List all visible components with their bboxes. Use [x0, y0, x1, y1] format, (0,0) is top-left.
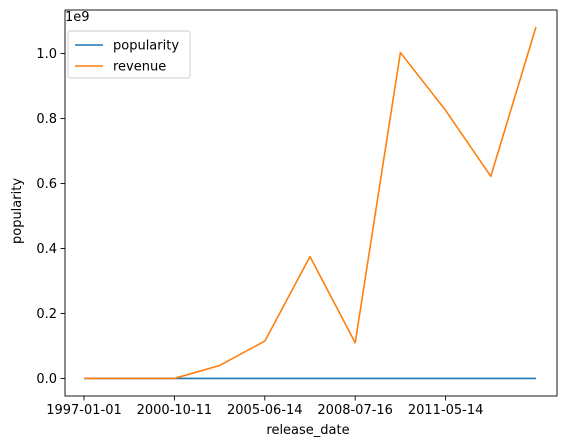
x-tick-label: 1997-01-01 — [46, 403, 122, 418]
legend-label-revenue: revenue — [113, 60, 166, 75]
data-point-popularity — [219, 378, 221, 380]
y-axis-ticks: 0.0 0.2 0.4 0.6 0.8 1.0 — [36, 47, 65, 387]
x-tick-label: 2011-05-14 — [408, 403, 484, 418]
y-offset-text: 1e9 — [65, 10, 90, 25]
y-tick-label: 0.6 — [36, 177, 57, 192]
data-point-popularity — [490, 378, 492, 380]
y-tick-label: 0.0 — [36, 372, 57, 387]
data-point-popularity — [535, 378, 537, 380]
data-point-revenue — [219, 365, 221, 367]
data-point-revenue — [309, 256, 311, 258]
data-point-revenue — [445, 110, 447, 112]
data-point-popularity — [400, 378, 402, 380]
series-lines — [83, 26, 537, 380]
data-point-popularity — [445, 378, 447, 380]
data-point-revenue — [174, 378, 176, 380]
series-line-revenue — [84, 26, 537, 380]
data-point-popularity — [354, 378, 356, 380]
x-tick-label: 2005-06-14 — [227, 403, 303, 418]
data-point-revenue — [128, 378, 130, 380]
data-point-revenue — [354, 342, 356, 344]
x-axis-title: release_date — [266, 423, 349, 438]
data-point-revenue — [490, 176, 492, 178]
data-point-revenue — [264, 340, 266, 342]
y-tick-label: 0.2 — [36, 307, 57, 322]
data-point-popularity — [264, 378, 266, 380]
y-tick-label: 0.4 — [36, 242, 57, 257]
data-point-revenue — [535, 26, 537, 28]
y-tick-label: 0.8 — [36, 112, 57, 127]
x-tick-label: 2000-10-11 — [137, 403, 213, 418]
plot-frame — [64, 9, 558, 397]
x-tick-label: 2008-07-16 — [317, 403, 393, 418]
y-tick-label: 1.0 — [36, 47, 57, 62]
data-point-revenue — [83, 378, 85, 380]
legend-label-popularity: popularity — [113, 39, 179, 54]
y-axis-title: popularity — [10, 178, 25, 244]
data-point-revenue — [400, 52, 402, 54]
data-point-popularity — [309, 378, 311, 380]
x-axis-ticks: 1997-01-01 2000-10-11 2005-06-14 2008-07-16… — [46, 396, 483, 418]
legend: popularity revenue — [67, 30, 191, 79]
